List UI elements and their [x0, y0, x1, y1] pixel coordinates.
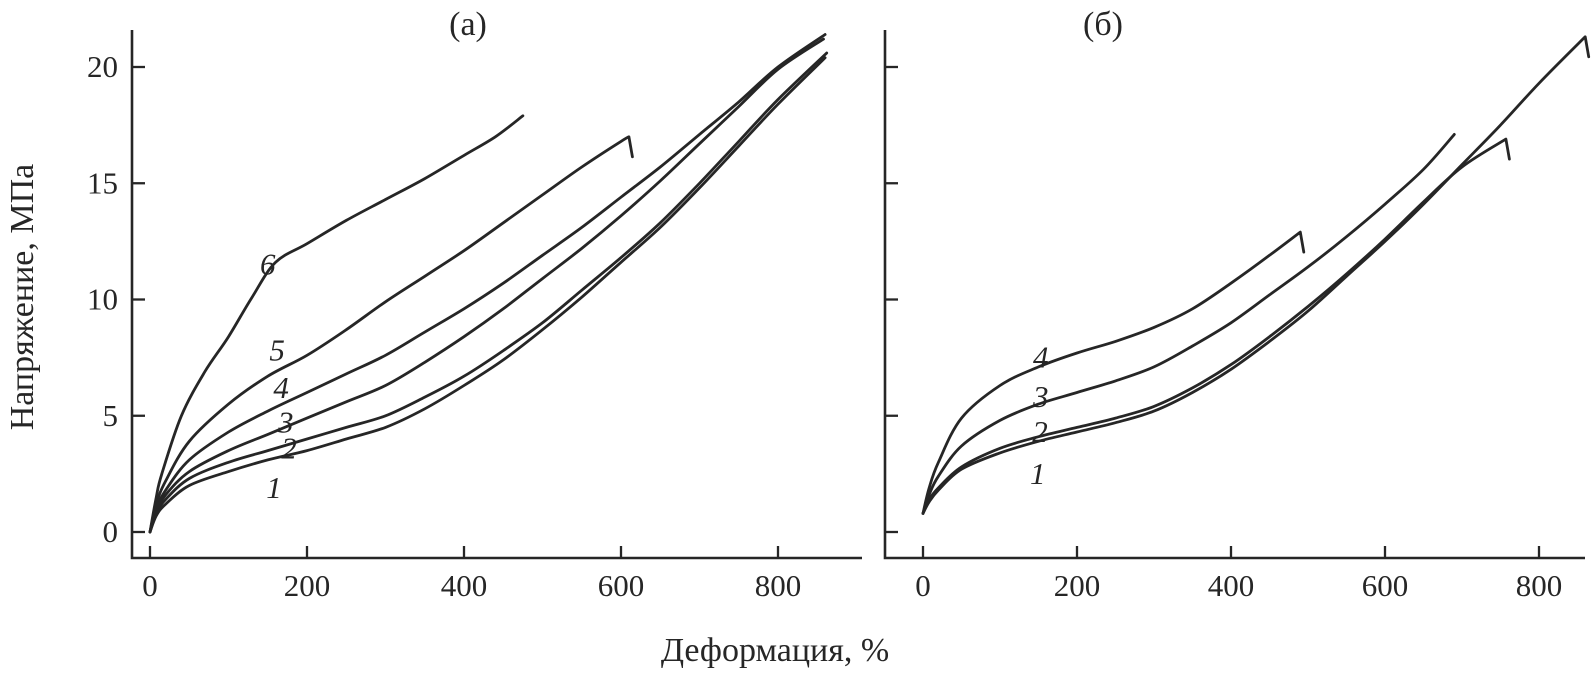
axes [130, 30, 862, 560]
y-tick-label: 20 [87, 49, 118, 84]
curve-4 [921, 230, 1306, 515]
axes [883, 30, 1585, 560]
curve-label-5: 5 [269, 333, 285, 368]
curve-6 [148, 114, 525, 534]
curve-3 [921, 133, 1456, 515]
curve-label-2: 2 [1032, 414, 1048, 449]
curve-label-1: 1 [266, 470, 282, 505]
x-tick-label: 0 [142, 568, 158, 603]
x-tick-label: 200 [284, 568, 331, 603]
x-tick-label: 200 [1054, 568, 1101, 603]
curve-label-2: 2 [281, 430, 297, 465]
curve-1 [148, 56, 827, 534]
y-tick-label: 10 [87, 282, 118, 317]
curve-label-4: 4 [273, 370, 289, 405]
x-tick-label: 800 [1516, 568, 1563, 603]
curve-2 [148, 51, 829, 534]
x-axis-label: Деформация, % [660, 632, 890, 669]
curve-4 [148, 33, 827, 534]
curve-3 [148, 37, 825, 534]
y-tick-label: 5 [103, 398, 119, 433]
y-tick-label: 0 [103, 514, 119, 549]
curve-label-3: 3 [277, 405, 294, 440]
y-axis-label: Напряжение, МПа [4, 163, 41, 431]
curve-2 [921, 137, 1511, 515]
x-tick-label: 800 [755, 568, 802, 603]
x-tick-label: 400 [1208, 568, 1255, 603]
x-tick-label: 600 [1362, 568, 1409, 603]
y-tick-label: 15 [87, 165, 118, 200]
curve-1 [921, 35, 1591, 515]
curve-label-3: 3 [1032, 379, 1049, 414]
x-tick-label: 0 [915, 568, 931, 603]
panel-a-title: (а) [449, 6, 487, 43]
curve-label-4: 4 [1033, 340, 1049, 375]
curve-label-6: 6 [260, 247, 276, 282]
panel-б: 0 200 400 600 800 1 23 4 [883, 30, 1591, 603]
x-tick-label: 400 [441, 568, 488, 603]
x-tick-label: 600 [598, 568, 645, 603]
curve-label-1: 1 [1030, 456, 1046, 491]
curve-5 [148, 135, 634, 534]
panel-b-title: (б) [1083, 6, 1123, 43]
